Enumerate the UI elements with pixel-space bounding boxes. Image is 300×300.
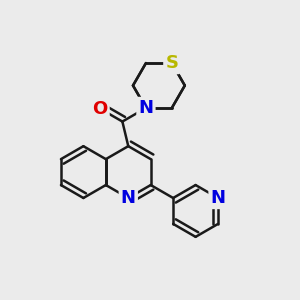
Text: N: N <box>138 99 153 117</box>
Text: O: O <box>92 100 108 118</box>
Text: N: N <box>121 189 136 207</box>
Text: S: S <box>165 54 178 72</box>
Text: N: N <box>211 189 226 207</box>
